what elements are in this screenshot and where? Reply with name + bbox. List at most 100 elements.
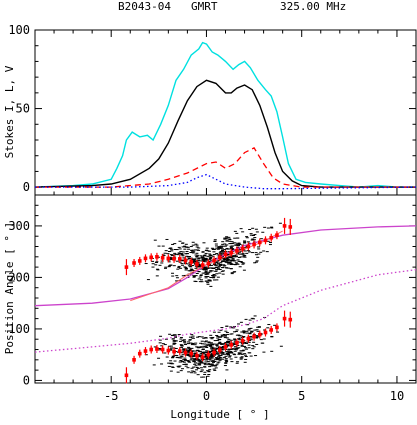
pa-sample (200, 340, 204, 342)
pa-sample (169, 345, 173, 347)
pa-sample (225, 240, 229, 242)
pa-point (263, 330, 268, 335)
pa-sample (178, 253, 182, 255)
pa-sample (211, 355, 215, 357)
pa-sample (223, 257, 227, 259)
pa-sample (223, 259, 227, 261)
pa-sample (178, 340, 182, 342)
pa-sample (182, 349, 186, 351)
pa-sample (192, 275, 196, 277)
pa-sample (172, 340, 176, 342)
pa-sample (224, 355, 228, 357)
pa-sample (186, 354, 190, 356)
pa-sample (213, 275, 217, 277)
pa-sample (210, 338, 214, 340)
pa-sample (204, 277, 208, 279)
pa-point (177, 257, 182, 261)
pa-point (172, 257, 176, 261)
pa-sample (163, 267, 167, 269)
pa-sample (176, 268, 180, 270)
pa-sample (201, 251, 205, 253)
pa-sample (195, 367, 199, 369)
pa-sample (169, 370, 173, 372)
pa-sample (187, 360, 191, 362)
pa-sample (207, 341, 211, 343)
pa-sample (193, 358, 197, 360)
pa-point (275, 233, 279, 237)
pa-sample (244, 318, 248, 320)
pa-sample (183, 340, 187, 342)
pa-sample (203, 254, 207, 256)
pa-sample (229, 348, 233, 350)
pa-sample (203, 341, 207, 343)
pa-sample (212, 276, 216, 278)
pa-sample (204, 271, 208, 273)
pa-sample (184, 243, 188, 245)
pa-point (257, 240, 262, 245)
pa-sample (151, 263, 155, 265)
pa-sample (255, 343, 259, 345)
pa-point (200, 263, 205, 267)
pa-sample (187, 361, 191, 363)
pa-sample (225, 337, 229, 339)
pa-sample (206, 250, 210, 252)
pa-sample (198, 364, 202, 366)
pa-sample (177, 265, 181, 267)
pa-sample (189, 269, 193, 271)
pa-sample (221, 335, 225, 337)
pa-sample (181, 360, 185, 362)
pa-sample (201, 258, 205, 260)
pa-sample (207, 358, 211, 360)
pa-sample (228, 259, 232, 261)
pa-sample (259, 339, 263, 341)
pa-sample (268, 244, 272, 246)
pulsar-name: B2043-04 (118, 0, 171, 13)
pa-sample (240, 356, 244, 358)
pa-sample (252, 341, 256, 343)
pa-sample (241, 254, 245, 256)
pa-sample (181, 242, 185, 244)
x-tick-label: 5 (298, 389, 305, 403)
pa-sample (223, 337, 227, 339)
pa-sample (194, 365, 198, 367)
pa-sample (247, 341, 251, 343)
pa-point (246, 336, 251, 341)
pa-sample (146, 279, 150, 281)
pa-sample (215, 268, 219, 270)
pa-sample (172, 334, 176, 336)
pa-sample (205, 346, 209, 348)
pa-sample (182, 339, 186, 341)
pa-sample (199, 362, 203, 364)
pa-sample (209, 354, 213, 356)
pa-sample (168, 345, 172, 347)
pa-sample (171, 357, 175, 359)
pa-sample (224, 238, 228, 240)
pa-sample (178, 365, 182, 367)
pa-sample (241, 336, 245, 338)
pa-sample (253, 262, 257, 264)
pa-sample (196, 347, 200, 349)
pa-sample (160, 262, 164, 264)
pa-sample (209, 337, 213, 339)
x-axis-label: Longitude [ ° ] (170, 408, 269, 421)
pa-sample (203, 272, 207, 274)
pa-sample (181, 275, 185, 277)
pa-sample (221, 267, 225, 269)
pa-sample (221, 270, 225, 272)
pa-point (206, 352, 211, 357)
pa-sample (231, 258, 235, 260)
pa-sample (156, 269, 160, 271)
pa-sample (209, 355, 213, 357)
pa-sample (224, 362, 228, 364)
pa-sample (174, 347, 178, 349)
pa-sample (253, 315, 257, 317)
pa-sample (224, 362, 228, 364)
pa-sample (239, 261, 243, 263)
pa-sample (211, 364, 215, 366)
pa-sample (242, 330, 246, 332)
pa-sample (227, 349, 231, 351)
pa-sample (202, 337, 206, 339)
pa-sample (226, 334, 230, 336)
pa-sample (177, 252, 181, 254)
pa-sample (211, 277, 215, 279)
